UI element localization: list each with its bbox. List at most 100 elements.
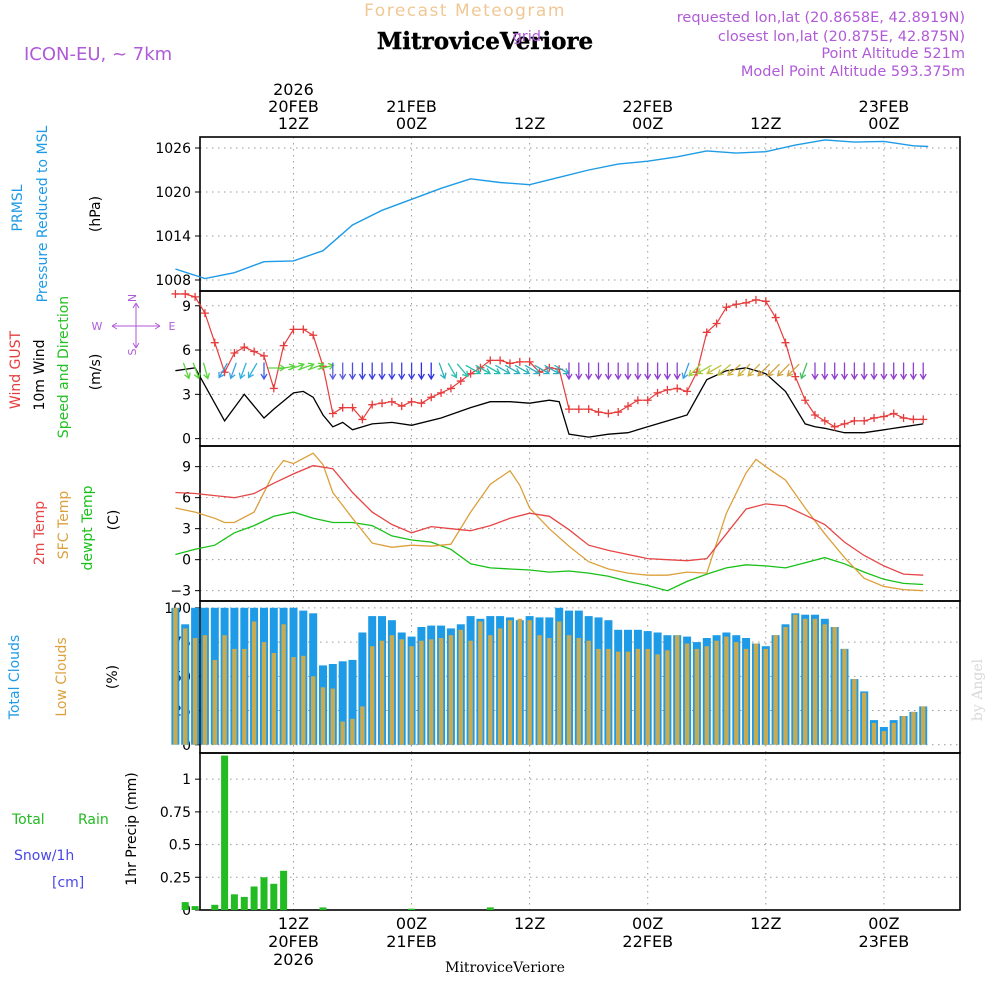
low-cloud-bar bbox=[192, 638, 198, 745]
wind-direction-arrow bbox=[737, 363, 751, 377]
low-cloud-bar bbox=[251, 621, 257, 745]
wind-direction-arrow bbox=[604, 362, 612, 381]
wind-direction-arrow bbox=[544, 364, 560, 375]
time-label-bottom: 00Z bbox=[868, 914, 899, 933]
wind-direction-arrow bbox=[717, 364, 732, 376]
dewpt-label: dewpt Temp bbox=[80, 485, 96, 570]
snow-unit: [cm] bbox=[52, 875, 84, 891]
low-cloud-bar bbox=[832, 627, 837, 745]
low-cloud-bar bbox=[743, 648, 749, 745]
rain-bar bbox=[260, 877, 268, 910]
rain-bar bbox=[250, 886, 258, 910]
gust-marker bbox=[860, 416, 869, 425]
y-tick-label: 0 bbox=[182, 903, 191, 919]
rain-bar bbox=[181, 902, 189, 910]
low-cloud-bar bbox=[586, 640, 591, 745]
low-cloud-bar bbox=[458, 629, 463, 745]
compass-arrows-icon bbox=[111, 302, 161, 349]
y-tick-label: 1008 bbox=[155, 273, 191, 289]
gust-marker bbox=[240, 343, 249, 352]
y-tick-label: 1026 bbox=[155, 141, 191, 157]
wind-direction-arrow bbox=[900, 362, 908, 381]
low-cloud-bar bbox=[261, 642, 267, 745]
clouds-panel: Total Clouds Low Clouds (%) 0255075100 bbox=[7, 600, 961, 754]
compass-e: E bbox=[169, 320, 176, 333]
wind-direction-arrow bbox=[524, 364, 541, 375]
low-cloud-bar bbox=[557, 621, 562, 745]
temp-sfc-label: SFC Temp bbox=[56, 491, 72, 560]
requested-coords: requested lon,lat (20.8658E, 42.8919N) bbox=[677, 10, 965, 26]
point-altitude: Point Altitude 521m bbox=[821, 46, 965, 62]
gust-marker bbox=[456, 377, 465, 386]
wind-direction-arrow bbox=[663, 362, 671, 381]
low-cloud-bar bbox=[222, 635, 227, 745]
wind-speed-label: 10m Wind bbox=[32, 339, 48, 410]
wind-direction-arrow bbox=[585, 362, 593, 381]
low-cloud-bar bbox=[507, 620, 513, 745]
low-cloud-bar bbox=[311, 676, 316, 745]
low-clouds-label: Low Clouds bbox=[54, 637, 70, 716]
footer-location: MitroviceVeriore bbox=[445, 960, 565, 976]
gust-marker bbox=[919, 415, 928, 424]
low-cloud-bar bbox=[783, 627, 788, 745]
low-cloud-bar bbox=[448, 635, 454, 745]
low-cloud-bar bbox=[271, 653, 276, 745]
gust-marker bbox=[279, 341, 288, 350]
wind-direction-arrow bbox=[821, 362, 829, 381]
total-cloud-bar bbox=[348, 659, 357, 745]
low-cloud-bar bbox=[694, 648, 700, 745]
wind-unit: (m/s) bbox=[88, 354, 104, 391]
gust-marker bbox=[446, 384, 455, 393]
compass-n: N bbox=[126, 294, 139, 302]
wind-direction-arrow bbox=[860, 362, 868, 381]
wind-direction-arrow bbox=[475, 364, 492, 375]
precip-panel: Total Rain Snow/1h [cm] 1hr Precip (mm) … bbox=[11, 752, 961, 919]
wind-direction-arrow bbox=[811, 362, 819, 381]
wind-direction-arrow bbox=[408, 362, 416, 381]
time-label-bottom: 00Z bbox=[632, 914, 663, 933]
time-label-top: 12Z bbox=[278, 114, 309, 133]
pressure-panel: PRMSL Pressure Reduced to MSL (hPa) 1008… bbox=[10, 125, 961, 302]
rain-bar bbox=[408, 908, 416, 910]
gust-marker bbox=[505, 359, 514, 368]
low-cloud-bar bbox=[429, 639, 434, 745]
gust-marker bbox=[397, 402, 406, 411]
temp-2m-label: 2m Temp bbox=[32, 501, 48, 565]
low-cloud-bar bbox=[645, 648, 650, 745]
low-cloud-bar bbox=[625, 651, 631, 745]
temperature-panel: 2m Temp SFC Temp dewpt Temp (C) −3 0 3 6 9 bbox=[32, 445, 961, 602]
wind-speed-line bbox=[175, 367, 924, 438]
wind-direction-arrow bbox=[447, 362, 458, 379]
low-cloud-bar bbox=[714, 640, 719, 745]
y-tick-label: 9 bbox=[182, 299, 191, 315]
low-cloud-bar bbox=[852, 679, 857, 745]
wind-direction-arrow bbox=[706, 364, 722, 375]
y-tick-label: 1 bbox=[182, 772, 191, 788]
low-cloud-bar bbox=[212, 659, 217, 745]
gust-marker bbox=[289, 325, 298, 334]
gust-marker bbox=[387, 397, 396, 406]
gust-marker bbox=[358, 415, 367, 424]
low-cloud-bar bbox=[822, 624, 827, 745]
low-cloud-bar bbox=[537, 635, 542, 745]
wind-direction-arrow bbox=[438, 362, 447, 380]
low-cloud-bar bbox=[616, 651, 621, 745]
gust-marker bbox=[210, 338, 219, 347]
low-cloud-bar bbox=[389, 635, 395, 745]
wind-direction-arrow bbox=[307, 362, 325, 371]
sfc-temp-line bbox=[175, 452, 924, 592]
wind-direction-arrow bbox=[890, 362, 898, 381]
y-tick-label: 3 bbox=[182, 387, 191, 403]
gust-marker bbox=[624, 402, 633, 411]
gust-marker bbox=[663, 385, 672, 394]
panel-frame bbox=[199, 290, 961, 447]
gust-marker bbox=[378, 399, 387, 408]
y-tick-label: 0 bbox=[182, 432, 191, 448]
gust-marker bbox=[633, 396, 642, 405]
low-cloud-bar bbox=[891, 722, 896, 745]
total-cloud-bar bbox=[358, 632, 367, 745]
gust-marker bbox=[269, 384, 278, 393]
low-cloud-bar bbox=[871, 722, 877, 745]
y-tick-label: 6 bbox=[182, 491, 191, 507]
